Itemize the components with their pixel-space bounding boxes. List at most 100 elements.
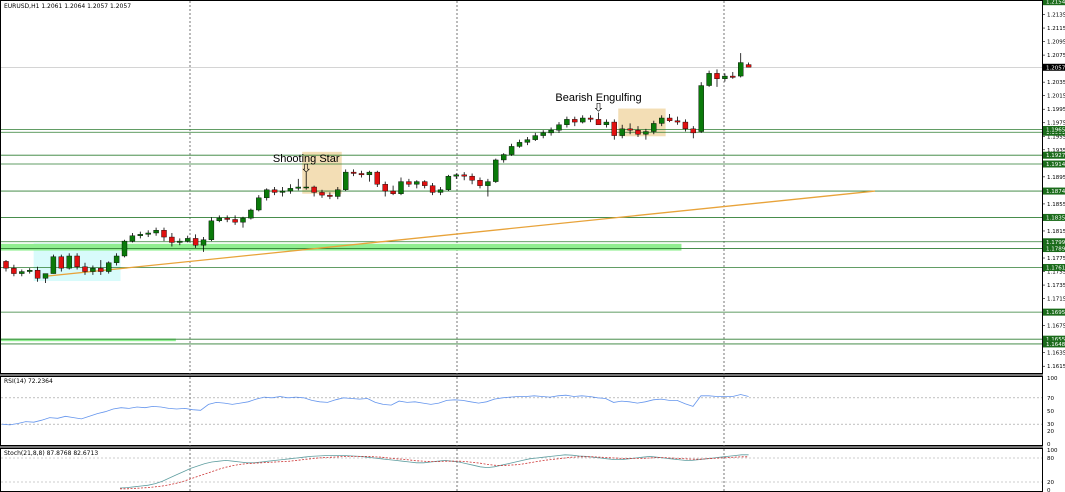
zone-tan-2: [618, 108, 666, 137]
price-tick-label: 1.2115: [1047, 26, 1065, 32]
stoch-main-line: [119, 454, 749, 489]
price-tick-label: 1.1635: [1047, 351, 1065, 357]
rsi-tick-label: 30: [1047, 422, 1054, 428]
stoch-tick-label: 80: [1047, 456, 1054, 462]
pattern-label-0: Shooting Star: [273, 153, 340, 165]
stochastic-indicator: 100 80 20 0: [1, 448, 1058, 492]
price-tag-label: 1.1914: [1046, 162, 1065, 168]
price-tick-label: 1.1975: [1047, 121, 1065, 127]
price-tag-label: 1.1648: [1046, 342, 1065, 348]
candle-37: [295, 178, 301, 191]
candle-33: [264, 188, 270, 201]
price-tag-0: [1043, 0, 1065, 6]
annotations-layer: Shooting Star Bearish Engulfing: [273, 92, 642, 173]
price-tick-label: 1.1775: [1047, 256, 1065, 262]
candle-62: [493, 158, 499, 183]
price-tick-label: 1.2035: [1047, 80, 1065, 86]
candle-38: [303, 172, 309, 190]
candle-5: [42, 273, 49, 284]
candle-50: [398, 177, 404, 196]
candle-91: [722, 73, 728, 82]
candle-76: [603, 119, 610, 128]
symbol-header: EURUSD,H1 1.2061 1.2064 1.2057 1.2057: [4, 3, 131, 10]
main-pane-frame: [0, 0, 1043, 374]
candle-90: [714, 69, 720, 87]
candle-60: [477, 177, 483, 189]
candle-68: [540, 130, 546, 139]
candle-93: [738, 53, 744, 78]
candle-84: [666, 113, 673, 123]
candle-59: [469, 173, 475, 185]
price-tag-label: 1.2057: [1046, 65, 1065, 71]
candle-65: [516, 139, 523, 148]
candle-78: [619, 124, 625, 139]
candle-17: [137, 231, 144, 239]
candle-55: [437, 187, 444, 196]
candle-1: [11, 264, 17, 277]
zone-green-4: [1, 338, 176, 342]
candle-51: [406, 178, 412, 187]
candle-0: [3, 260, 9, 272]
candle-63: [501, 153, 507, 163]
candle-13: [105, 261, 112, 274]
candle-43: [343, 169, 349, 192]
candle-6: [50, 254, 57, 274]
candle-74: [587, 115, 594, 123]
candle-9: [74, 253, 80, 270]
candle-53: [422, 180, 428, 189]
price-tag-8: [1043, 238, 1065, 246]
price-tag-label: 1.2154: [1046, 0, 1065, 6]
candle-73: [580, 115, 586, 124]
ascending-trendline: [45, 190, 876, 277]
candle-69: [548, 127, 554, 136]
candle-26: [208, 217, 215, 242]
price-tag-10: [1043, 263, 1065, 271]
trendline-layer: [45, 190, 876, 277]
candle-34: [271, 187, 278, 196]
candle-35: [279, 187, 286, 197]
stoch-tick-label: 0: [1047, 488, 1051, 492]
price-tag-9: [1043, 245, 1065, 253]
candle-7: [58, 254, 64, 272]
candle-39: [311, 185, 317, 197]
price-tag-13: [1043, 340, 1065, 348]
rsi-tick-label: 50: [1047, 409, 1054, 415]
candle-47: [374, 170, 380, 187]
candle-2: [19, 269, 25, 277]
candle-89: [706, 70, 712, 87]
candle-8: [66, 253, 72, 270]
price-tag-5: [1043, 160, 1065, 168]
price-tag-12: [1043, 335, 1065, 343]
candle-28: [224, 215, 230, 223]
price-tag-label: 1.1965: [1046, 128, 1065, 134]
candle-58: [461, 172, 467, 181]
candle-19: [153, 227, 159, 236]
candle-87: [690, 126, 696, 139]
rsi-tick-label: 20: [1047, 429, 1054, 435]
candle-14: [113, 253, 120, 266]
price-tick-label: 1.1615: [1047, 364, 1065, 370]
price-tick-label: 1.2075: [1047, 53, 1065, 59]
price-tick-label: 1.1755: [1047, 270, 1065, 276]
candles-layer: [3, 53, 752, 284]
candle-18: [145, 230, 151, 238]
price-tick-label: 1.2135: [1047, 13, 1065, 19]
candle-25: [200, 237, 207, 252]
candle-12: [98, 260, 104, 275]
price-tag-label: 1.1874: [1046, 189, 1065, 195]
candle-22: [177, 238, 183, 246]
candle-88: [698, 82, 704, 133]
candle-70: [556, 122, 562, 133]
candle-81: [643, 128, 649, 140]
candle-11: [90, 265, 96, 275]
price-tick-label: 1.1715: [1047, 297, 1065, 303]
price-tag-4: [1043, 151, 1065, 159]
candle-80: [635, 126, 641, 137]
candle-42: [335, 187, 341, 200]
candle-83: [659, 115, 665, 127]
stoch-tick-label: 20: [1047, 480, 1054, 486]
candle-61: [485, 178, 491, 197]
price-tag-7: [1043, 213, 1065, 221]
stoch-signal-line: [120, 456, 749, 490]
